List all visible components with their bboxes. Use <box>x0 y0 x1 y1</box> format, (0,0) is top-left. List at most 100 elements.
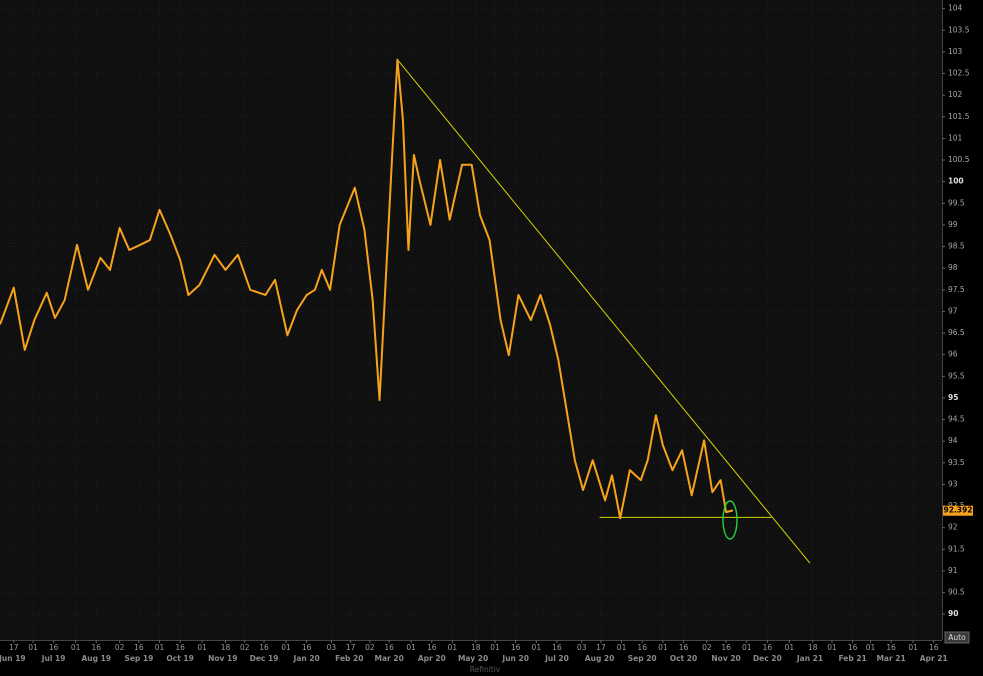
grid <box>0 0 942 640</box>
y-tick-label: 93.5 <box>948 458 965 467</box>
y-tick-label: 94.5 <box>948 415 965 424</box>
watermark: Refinitiv <box>470 665 501 674</box>
x-tick-label: 03 <box>577 643 587 652</box>
month-label: Oct 20 <box>670 654 697 663</box>
month-label: Oct 19 <box>166 654 193 663</box>
month-label: Nov 20 <box>711 654 740 663</box>
x-tick-label: 01 <box>448 643 458 652</box>
y-tick-label: 96 <box>948 350 958 359</box>
x-tick-label: 02 <box>702 643 712 652</box>
y-tick-label: 99.5 <box>948 198 965 207</box>
x-tick-label: 16 <box>848 643 858 652</box>
last-value-box <box>943 505 973 516</box>
month-label: Aug 19 <box>81 654 111 663</box>
x-tick-label: 16 <box>637 643 647 652</box>
x-tick-label: 16 <box>763 643 773 652</box>
month-label: Jan 20 <box>293 654 320 663</box>
x-tick-label: 16 <box>384 643 394 652</box>
x-tick-label: 01 <box>281 643 291 652</box>
x-tick-label: 01 <box>617 643 627 652</box>
x-tick-label: 16 <box>552 643 562 652</box>
x-tick-label: 16 <box>511 643 521 652</box>
y-tick-label: 95.5 <box>948 371 965 380</box>
x-tick-label: 16 <box>91 643 101 652</box>
plot-area <box>0 0 942 640</box>
x-tick-label: 01 <box>532 643 542 652</box>
x-tick-label: 01 <box>785 643 795 652</box>
price-line <box>0 58 734 520</box>
month-label: Jul 19 <box>41 654 66 663</box>
x-tick-label: 16 <box>929 643 939 652</box>
month-label: May 20 <box>458 654 488 663</box>
month-label: Dec 19 <box>250 654 279 663</box>
axes: 90 90.5 91 91.5 92 92.5 93 93.5 94 94.5 95 95.5 96 96… <box>0 4 973 663</box>
y-tick-label: 101 <box>948 133 963 142</box>
x-tick-label: 17 <box>346 643 356 652</box>
month-label: Jul 20 <box>544 654 569 663</box>
y-tick-label: 92.5 <box>948 501 965 510</box>
y-tick-label: 95 <box>948 393 958 402</box>
x-tick-label: 02 <box>240 643 250 652</box>
y-axis-panel <box>942 0 983 676</box>
x-tick-label: 01 <box>197 643 207 652</box>
y-tick-label: 100 <box>948 177 964 186</box>
trend-line <box>397 59 811 564</box>
x-tick-label: 16 <box>259 643 269 652</box>
month-label: Dec 20 <box>753 654 782 663</box>
x-tick-label: 18 <box>471 643 481 652</box>
auto-button[interactable] <box>944 631 970 644</box>
x-tick-label: 16 <box>427 643 437 652</box>
y-tick-label: 97 <box>948 306 958 315</box>
y-tick-label: 102 <box>948 90 963 99</box>
x-tick-label: 02 <box>365 643 375 652</box>
y-tick-label: 103 <box>948 47 963 56</box>
month-label: Feb 21 <box>838 654 866 663</box>
month-label: Aug 20 <box>585 654 615 663</box>
y-tick-label: 102.5 <box>948 69 970 78</box>
x-tick-label: 02 <box>115 643 125 652</box>
x-tick-label: 01 <box>406 643 416 652</box>
y-tick-label: 98 <box>948 263 958 272</box>
x-tick-label: 18 <box>221 643 231 652</box>
month-label: Apr 21 <box>920 654 948 663</box>
y-tick-label: 104 <box>948 4 963 13</box>
y-tick-label: 93 <box>948 479 958 488</box>
x-tick-label: 16 <box>134 643 144 652</box>
x-tick-label: 01 <box>155 643 165 652</box>
month-label: Mar 21 <box>876 654 905 663</box>
month-label: Jan 21 <box>796 654 823 663</box>
y-tick-label: 90.5 <box>948 588 965 597</box>
y-tick-label: 94 <box>948 436 958 445</box>
x-tick-label: 01 <box>866 643 876 652</box>
y-tick-label: 98.5 <box>948 242 965 251</box>
x-tick-label: 16 <box>302 643 312 652</box>
y-tick-label: 90 <box>948 609 958 618</box>
x-tick-label: 18 <box>808 643 818 652</box>
marks <box>0 58 811 564</box>
month-label: Jun 19 <box>0 654 26 663</box>
month-label: Feb 20 <box>335 654 363 663</box>
month-label: Jun 20 <box>501 654 529 663</box>
y-tick-label: 96.5 <box>948 328 965 337</box>
month-label: Nov 19 <box>208 654 237 663</box>
x-tick-label: 17 <box>596 643 606 652</box>
highlight-ellipse <box>722 500 738 540</box>
month-label: Sep 19 <box>124 654 153 663</box>
x-tick-label: 03 <box>327 643 337 652</box>
x-tick-label: 01 <box>742 643 752 652</box>
y-tick-label: 101.5 <box>948 112 970 121</box>
x-tick-label: 16 <box>679 643 689 652</box>
month-label: Mar 20 <box>375 654 404 663</box>
y-tick-label: 99 <box>948 220 958 229</box>
x-tick-label: 16 <box>49 643 59 652</box>
month-label: Apr 20 <box>418 654 446 663</box>
x-tick-label: 01 <box>490 643 500 652</box>
auto-button-label[interactable]: Auto <box>948 633 966 642</box>
x-tick-label: 01 <box>827 643 837 652</box>
y-tick-label: 91 <box>948 566 958 575</box>
x-tick-label: 17 <box>9 643 19 652</box>
y-tick-label: 92 <box>948 523 958 532</box>
y-tick-label: 97.5 <box>948 285 965 294</box>
y-tick-label: 100.5 <box>948 155 970 164</box>
